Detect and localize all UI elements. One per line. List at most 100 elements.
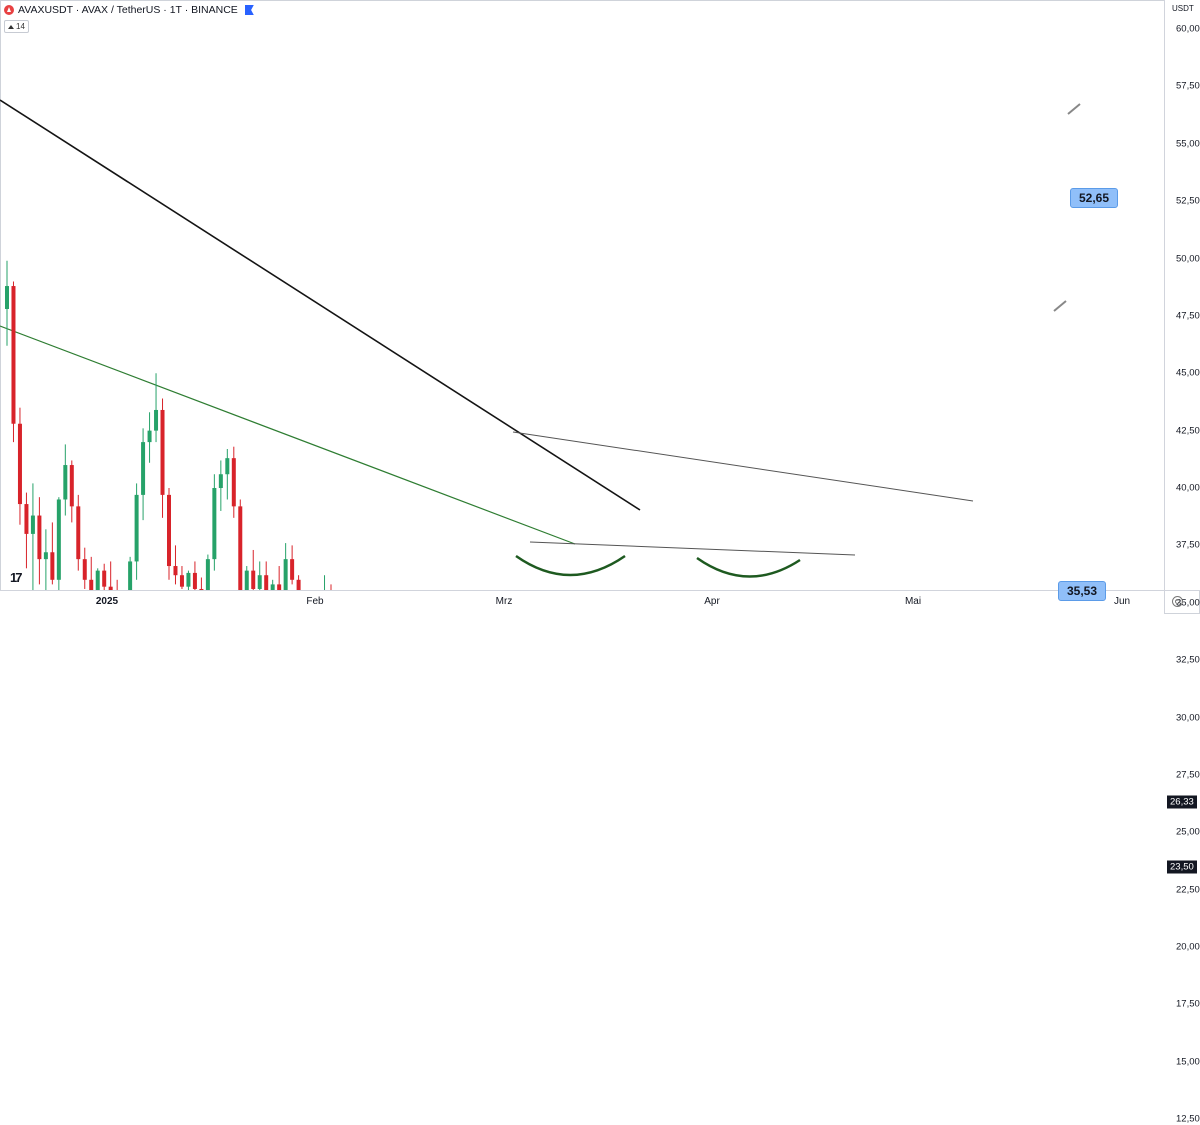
candle[interactable] bbox=[154, 373, 159, 443]
candle-body bbox=[63, 465, 68, 500]
candle[interactable] bbox=[277, 566, 282, 590]
price-tick-label: 15,00 bbox=[1176, 1056, 1200, 1068]
candle-body bbox=[82, 559, 87, 580]
candle-body bbox=[283, 559, 288, 590]
candle-body bbox=[5, 286, 9, 309]
candle[interactable] bbox=[50, 522, 55, 585]
candle[interactable] bbox=[231, 446, 236, 518]
candle-body bbox=[37, 515, 42, 560]
price-tick-label: 40,00 bbox=[1176, 482, 1200, 494]
cup-arc-2[interactable] bbox=[696, 556, 801, 578]
candle-body bbox=[296, 579, 301, 590]
candle[interactable] bbox=[251, 549, 256, 590]
price-tick-label: 45,00 bbox=[1176, 367, 1200, 379]
candle[interactable] bbox=[192, 561, 197, 590]
candle-body bbox=[147, 430, 152, 443]
candle[interactable] bbox=[244, 566, 249, 590]
price-tick-label: 32,50 bbox=[1176, 654, 1200, 666]
candle-body bbox=[225, 458, 230, 475]
candlestick-chart[interactable] bbox=[0, 0, 1164, 590]
time-tick-label: Jun bbox=[1113, 596, 1131, 607]
target-label-2[interactable]: 35,53 bbox=[1058, 580, 1107, 601]
candle[interactable] bbox=[134, 483, 139, 580]
candle[interactable] bbox=[257, 561, 262, 590]
target-label-1[interactable]: 52,65 bbox=[1070, 187, 1119, 208]
candle[interactable] bbox=[186, 570, 191, 590]
candle[interactable] bbox=[296, 575, 301, 590]
candle-body bbox=[69, 465, 74, 507]
candle[interactable] bbox=[115, 579, 119, 590]
price-tick-label: 55,00 bbox=[1176, 138, 1200, 150]
candle[interactable] bbox=[323, 575, 327, 590]
candle[interactable] bbox=[95, 568, 100, 590]
candle[interactable] bbox=[24, 492, 29, 569]
gear-icon[interactable] bbox=[1172, 596, 1183, 607]
time-tick-label: Feb bbox=[306, 596, 324, 607]
price-tick-label: 42,50 bbox=[1176, 425, 1200, 437]
price-tick-label: 47,50 bbox=[1176, 310, 1200, 322]
downtrend-line[interactable] bbox=[0, 99, 641, 511]
candle[interactable] bbox=[205, 554, 210, 590]
candle[interactable] bbox=[290, 545, 295, 585]
candle[interactable] bbox=[63, 444, 68, 516]
candle-body bbox=[199, 588, 204, 590]
tradingview-logo-icon[interactable]: 17 bbox=[10, 570, 23, 585]
price-tick-label: 50,00 bbox=[1176, 253, 1200, 264]
candle[interactable] bbox=[76, 494, 81, 571]
candle[interactable] bbox=[160, 398, 165, 518]
candle-body bbox=[270, 584, 275, 590]
price-tick-label: 22,50 bbox=[1176, 884, 1200, 896]
indicator-toggle[interactable]: 14 bbox=[4, 20, 29, 33]
price-tick-label: 27,50 bbox=[1176, 769, 1200, 781]
candle[interactable] bbox=[43, 529, 48, 590]
lower-channel-line[interactable] bbox=[0, 325, 576, 545]
candle[interactable] bbox=[37, 497, 42, 585]
candle[interactable] bbox=[264, 561, 269, 590]
candle[interactable] bbox=[82, 547, 87, 589]
candle[interactable] bbox=[5, 260, 9, 346]
candle[interactable] bbox=[225, 448, 230, 500]
candle[interactable] bbox=[108, 561, 113, 590]
candle[interactable] bbox=[17, 407, 22, 525]
price-tick-label: 17,50 bbox=[1176, 998, 1200, 1010]
base-line[interactable] bbox=[529, 541, 856, 556]
candle-body bbox=[167, 494, 171, 567]
flag-icon[interactable] bbox=[244, 5, 254, 15]
candle[interactable] bbox=[283, 543, 288, 590]
time-tick-label: Mrz bbox=[495, 596, 513, 607]
candle[interactable] bbox=[69, 460, 74, 523]
axis-corner bbox=[1164, 590, 1200, 614]
candle[interactable] bbox=[238, 499, 243, 590]
axis-unit: USDT bbox=[1172, 4, 1194, 13]
chevron-up-icon bbox=[8, 24, 14, 29]
symbol-header[interactable]: AVAXUSDT · AVAX / TetherUS · 1T · BINANC… bbox=[4, 3, 254, 17]
candle[interactable] bbox=[212, 474, 217, 571]
candle-body bbox=[11, 286, 16, 424]
candle[interactable] bbox=[179, 566, 184, 589]
candle[interactable] bbox=[173, 545, 178, 585]
plot-area[interactable] bbox=[0, 0, 1164, 590]
candle[interactable] bbox=[167, 488, 171, 580]
price-tick-label: 35,00 bbox=[1176, 597, 1200, 609]
neckline-line[interactable] bbox=[512, 431, 974, 502]
candle[interactable] bbox=[128, 556, 133, 590]
time-axis[interactable] bbox=[0, 590, 1164, 614]
price-tick-label: 30,00 bbox=[1176, 712, 1200, 723]
candle-body bbox=[192, 572, 197, 589]
candle[interactable] bbox=[89, 556, 94, 590]
candle-body bbox=[141, 442, 146, 495]
candle[interactable] bbox=[218, 460, 223, 511]
candle[interactable] bbox=[11, 281, 16, 443]
symbol-title[interactable]: AVAXUSDT · AVAX / TetherUS · 1T · BINANC… bbox=[18, 4, 238, 16]
candle[interactable] bbox=[30, 483, 35, 590]
candle[interactable] bbox=[56, 497, 61, 590]
candle-body bbox=[218, 474, 223, 488]
price-tick-label: 57,50 bbox=[1176, 80, 1200, 92]
candle[interactable] bbox=[147, 412, 152, 463]
candle[interactable] bbox=[270, 579, 275, 590]
candle[interactable] bbox=[199, 577, 204, 590]
price-axis[interactable] bbox=[1164, 0, 1200, 590]
candle[interactable] bbox=[141, 428, 146, 521]
cup-arc-1[interactable] bbox=[515, 554, 626, 577]
candle[interactable] bbox=[102, 563, 107, 590]
